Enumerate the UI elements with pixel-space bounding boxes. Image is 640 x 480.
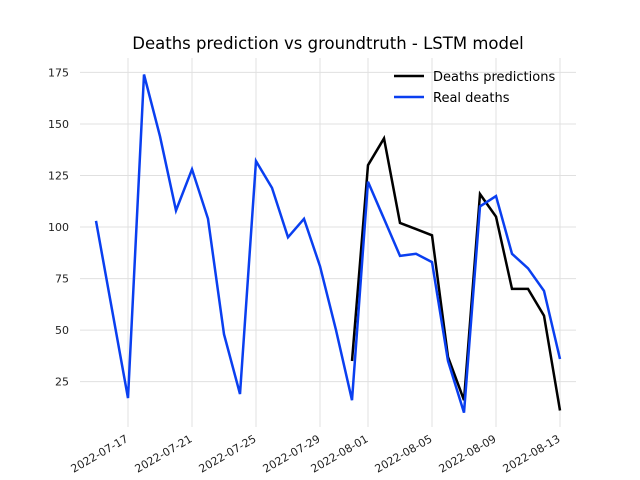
y-tick-label: 75 <box>55 273 69 286</box>
y-tick-label: 175 <box>48 66 69 79</box>
legend-label-real: Real deaths <box>433 91 510 106</box>
y-tick-label: 25 <box>55 376 69 389</box>
x-tick-label: 2022-07-17 <box>69 432 131 475</box>
x-axis-ticks: 2022-07-17 2022-07-21 2022-07-25 2022-07-29… <box>69 432 563 475</box>
x-tick-label: 2022-08-09 <box>437 432 499 475</box>
y-tick-label: 50 <box>55 324 69 337</box>
y-tick-label: 125 <box>48 170 69 183</box>
y-axis-ticks: 25 50 75 100 125 150 175 <box>48 66 69 388</box>
y-tick-label: 150 <box>48 118 69 131</box>
x-tick-label: 2022-07-25 <box>197 432 259 475</box>
legend-label-predictions: Deaths predictions <box>433 70 555 85</box>
x-tick-label: 2022-07-21 <box>133 432 195 475</box>
x-tick-label: 2022-08-05 <box>373 432 435 475</box>
series-lines <box>94 74 562 413</box>
y-tick-label: 100 <box>48 221 69 234</box>
legend: Deaths predictions Real deaths <box>394 70 555 106</box>
series-line-real <box>94 74 562 413</box>
x-tick-label: 2022-08-13 <box>501 432 563 475</box>
series-line-predictions <box>350 134 562 411</box>
chart-title: Deaths prediction vs groundtruth - LSTM … <box>132 34 523 53</box>
